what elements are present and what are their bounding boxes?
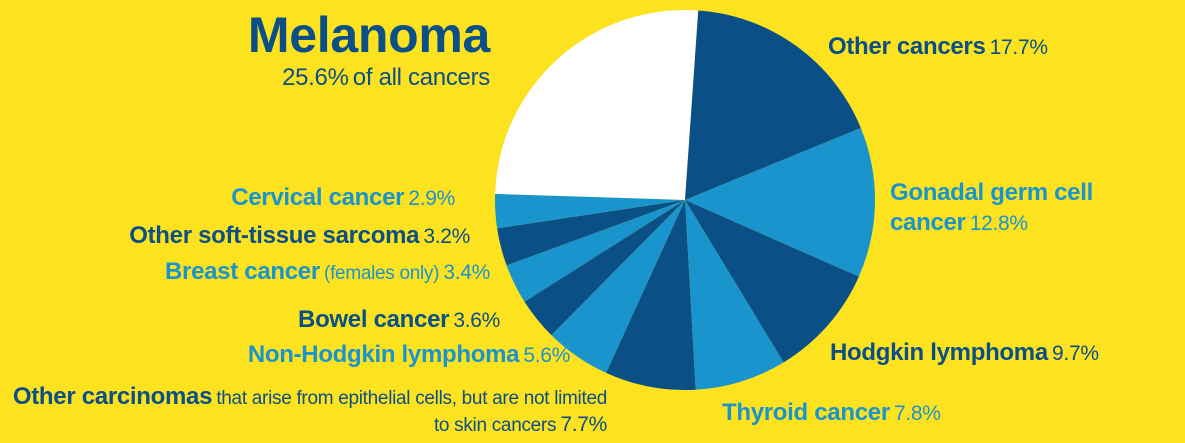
value-label: 2.9% [408,187,455,210]
pie-slice [497,200,685,266]
value-label: 9.7% [1052,342,1099,365]
category-name: Melanoma [247,7,490,63]
value-label: 5.6% [523,344,570,367]
value-label: 7.7% [560,413,607,436]
category-name: Breast cancer [165,258,320,285]
slice-label: Other carcinomas that arise from epithel… [2,382,607,438]
slice-label: Gonadal germ cell cancer 12.8% [890,178,1135,238]
category-name: Gonadal germ cell cancer [890,179,1093,236]
value-label: 12.8% [969,212,1028,235]
category-name: Thyroid cancer [722,399,890,426]
value-label: 3.2% [423,225,470,248]
category-name: Bowel cancer [298,306,450,333]
label-note: that arise from epithelial cells, but ar… [216,388,607,436]
pie-slice [685,10,861,201]
slice-label: Other soft-tissue sarcoma 3.2% [5,221,470,251]
label-note: of all cancers [352,64,491,91]
value-label: 3.6% [453,309,500,332]
pie-slice [685,127,876,277]
value-label: 25.6% [282,64,349,91]
slice-label: Bowel cancer 3.6% [50,305,500,335]
pie-slice [506,200,685,302]
pie-slice [495,10,699,201]
slice-label: Cervical cancer 2.9% [5,183,455,213]
label-note: (females only) [324,263,440,284]
slice-label: Hodgkin lymphoma 9.7% [830,338,1185,368]
value-label: 7.8% [894,402,941,425]
category-name: Other cancers [828,33,986,60]
slice-label: Breast cancer (females only) 3.4% [10,257,490,287]
value-label: 17.7% [989,36,1048,59]
pie-slice [685,200,784,390]
pie-slice [495,193,685,229]
category-name: Other carcinomas [12,383,213,410]
slice-label: Thyroid cancer 7.8% [722,398,1022,428]
value-label: 3.4% [443,261,490,284]
category-name: Other soft-tissue sarcoma [129,222,420,249]
slice-label: Other cancers 17.7% [828,32,1168,62]
category-name: Non-Hodgkin lymphoma [247,341,520,368]
pie-slice [685,200,859,363]
slice-label: Non-Hodgkin lymphoma 5.6% [70,340,570,370]
pie-slice [551,200,685,373]
pie-slice [524,200,685,336]
pie-slice [606,200,696,390]
category-name: Cervical cancer [231,184,405,211]
category-name: Hodgkin lymphoma [830,339,1048,366]
slice-label: Melanoma 25.6% of all cancers [90,8,490,93]
